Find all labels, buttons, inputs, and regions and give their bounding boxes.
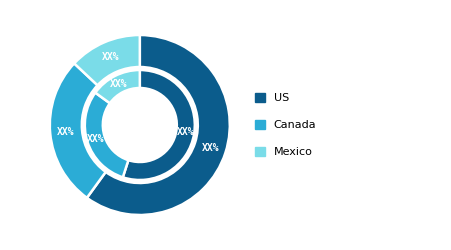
Text: XX%: XX% (110, 79, 128, 89)
Wedge shape (74, 35, 140, 85)
Wedge shape (85, 93, 129, 177)
Text: XX%: XX% (202, 143, 219, 153)
Legend: US, Canada, Mexico: US, Canada, Mexico (250, 88, 321, 162)
Text: XX%: XX% (176, 127, 194, 137)
Wedge shape (50, 64, 106, 198)
Text: XX%: XX% (87, 134, 105, 144)
Text: XX%: XX% (101, 52, 119, 62)
Wedge shape (87, 35, 230, 215)
Wedge shape (123, 70, 195, 180)
Wedge shape (95, 70, 140, 103)
Text: XX%: XX% (57, 127, 75, 137)
